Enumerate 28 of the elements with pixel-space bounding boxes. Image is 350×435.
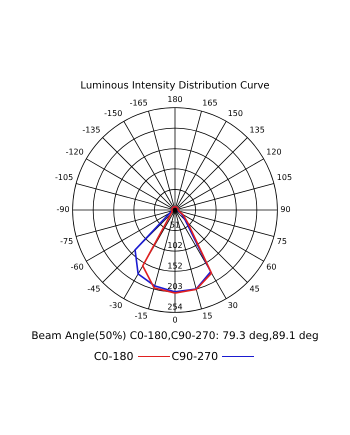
spoke-label: 105 <box>276 173 292 182</box>
spoke-label: -45 <box>87 284 100 294</box>
spoke-label: -120 <box>66 148 84 157</box>
spoke-label: 45 <box>250 284 260 294</box>
legend-label: C0-180 <box>94 350 134 363</box>
spoke-label: 120 <box>266 148 282 157</box>
spoke-label: 60 <box>266 262 276 272</box>
spoke-label: 90 <box>280 205 291 214</box>
legend-label: C90-270 <box>172 350 218 363</box>
spoke-label: -105 <box>55 173 74 182</box>
spoke-label: -30 <box>109 301 122 310</box>
text: Beam Angle(50%) C0-180,C90-270: 79.3 deg,89.1 deg <box>30 330 320 342</box>
spoke-label: -90 <box>56 205 70 214</box>
spoke-label: -75 <box>60 237 74 246</box>
chart-title: Luminous Intensity Distribution Curve <box>80 80 270 92</box>
spoke-label: -60 <box>70 262 84 272</box>
spoke-label: 135 <box>250 126 265 135</box>
spoke-label: 15 <box>202 312 212 321</box>
spoke-label: -165 <box>130 98 148 108</box>
spoke-label: 30 <box>228 301 238 310</box>
spoke-label: 0 <box>172 315 178 324</box>
spoke-label: 165 <box>202 98 218 108</box>
spoke-label: 150 <box>228 109 243 118</box>
spoke-label: -15 <box>134 312 148 321</box>
spoke-label: -135 <box>82 126 100 135</box>
spoke-label: 75 <box>276 237 287 246</box>
spoke-label: -150 <box>104 109 122 118</box>
spoke-label: 180 <box>167 94 183 104</box>
